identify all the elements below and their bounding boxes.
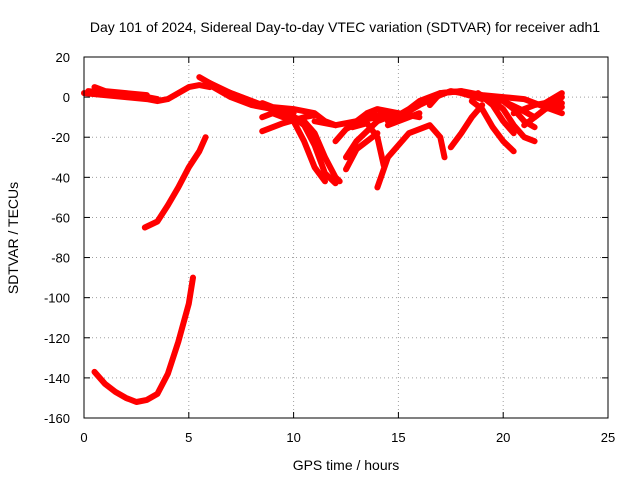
x-tick-label: 15 bbox=[391, 430, 405, 445]
y-tick-label: -60 bbox=[51, 210, 70, 225]
series-line-arc-24 bbox=[468, 98, 517, 155]
series-line-arc-14 bbox=[343, 110, 402, 161]
y-tick-label: -160 bbox=[44, 411, 70, 426]
chart-title: Day 101 of 2024, Sidereal Day-to-day VTE… bbox=[90, 19, 600, 35]
y-tick-label: -120 bbox=[44, 331, 70, 346]
axis-ticks bbox=[83, 56, 609, 419]
series-line-arc-16 bbox=[349, 120, 387, 169]
x-tick-label: 20 bbox=[496, 430, 510, 445]
y-axis-label: SDTVAR / TECUs bbox=[5, 182, 21, 294]
y-tick-label: 20 bbox=[56, 50, 70, 65]
x-axis-label: GPS time / hours bbox=[293, 457, 400, 473]
x-tick-label: 0 bbox=[80, 430, 87, 445]
x-tick-labels: 0 5 10 15 20 25 bbox=[80, 430, 615, 445]
y-tick-label: -140 bbox=[44, 371, 70, 386]
data-series bbox=[81, 74, 565, 405]
series-line-arc-9 bbox=[259, 110, 328, 185]
y-tick-label: 0 bbox=[63, 90, 70, 105]
x-tick-label: 25 bbox=[601, 430, 615, 445]
plot-frame bbox=[83, 56, 609, 419]
series-line-arc-11 bbox=[280, 110, 343, 185]
y-tick-labels: 20 0 -20 -40 -60 -80 -100 -120 -140 -160 bbox=[44, 50, 70, 426]
series-line-arc-31 bbox=[542, 100, 565, 111]
series-line-arc-15 bbox=[343, 130, 381, 173]
series-line-arc-30 bbox=[521, 94, 565, 129]
series-line-arc-19 bbox=[384, 110, 423, 129]
y-tick-label: -80 bbox=[51, 251, 70, 266]
series-line-arc-32 bbox=[141, 134, 209, 231]
y-tick-label: -100 bbox=[44, 291, 70, 306]
series-line-arc-23 bbox=[447, 102, 486, 151]
x-tick-label: 10 bbox=[286, 430, 300, 445]
x-tick-label: 5 bbox=[185, 430, 192, 445]
series-line-arc-29 bbox=[510, 90, 565, 117]
series-line-arc-33 bbox=[91, 274, 196, 405]
series-line-arc-18 bbox=[374, 122, 448, 191]
y-tick-label: -40 bbox=[51, 170, 70, 185]
series-line-arc-3 bbox=[91, 84, 150, 99]
y-tick-label: -20 bbox=[51, 130, 70, 145]
